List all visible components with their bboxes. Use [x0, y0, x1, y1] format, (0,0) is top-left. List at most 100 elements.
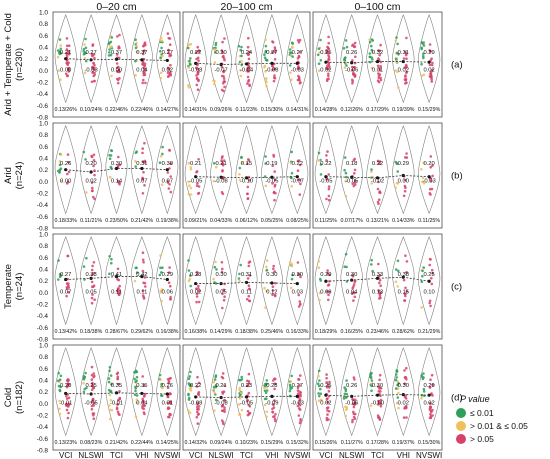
data-point: [239, 263, 242, 267]
data-point: [221, 421, 225, 424]
data-point: [353, 183, 357, 186]
data-point: [167, 48, 171, 52]
data-point: [429, 416, 433, 420]
data-point: [297, 293, 301, 297]
data-point: [212, 277, 215, 281]
violin-outline: [314, 125, 338, 215]
lower-value-label: -0.05: [189, 179, 202, 185]
data-point: [404, 406, 408, 410]
fraction-label: 0.17/28%: [366, 440, 389, 446]
data-point: [223, 85, 226, 89]
upper-value-label: 0.22: [292, 161, 303, 167]
data-point: [271, 379, 275, 382]
data-point: [428, 407, 432, 410]
data-point: [379, 284, 383, 288]
fraction-label: 0.07/17%: [341, 218, 364, 224]
fraction-label: 0.14/31%: [185, 107, 208, 113]
data-point: [265, 259, 269, 263]
data-point: [298, 399, 302, 402]
data-point: [142, 63, 145, 67]
data-point: [160, 394, 163, 397]
data-point: [247, 380, 251, 383]
y-tick-label: 1.0: [39, 343, 48, 350]
data-point: [271, 285, 275, 289]
x-tick-label: NVSWI: [284, 451, 310, 459]
data-point: [325, 51, 329, 54]
data-point: [143, 70, 146, 73]
data-point: [421, 42, 425, 45]
data-point: [189, 166, 193, 169]
y-tick-label: 0.4: [39, 156, 48, 163]
violin-outline: [130, 347, 153, 437]
data-point: [58, 407, 61, 411]
data-point: [265, 268, 269, 272]
violin-outline: [417, 125, 441, 215]
data-point: [141, 375, 144, 378]
data-point: [327, 386, 331, 389]
data-point: [91, 398, 95, 402]
data-point: [271, 410, 274, 414]
data-point: [221, 292, 224, 296]
panel: 0.29 0.09 0.18/29% 0.30 0.04 0.16/25% 0.33 0.13…: [312, 233, 443, 340]
data-point: [296, 386, 300, 390]
median-trend-line: [195, 62, 298, 65]
column-title-20-100cm: 20–100 cm: [221, 1, 273, 13]
data-point: [379, 404, 383, 408]
data-point: [187, 66, 190, 69]
data-point: [90, 301, 94, 305]
data-point: [297, 41, 301, 44]
data-point: [91, 285, 94, 289]
lower-value-label: 0.05: [215, 290, 226, 296]
data-point: [141, 52, 145, 56]
data-point: [187, 269, 191, 272]
data-point: [344, 179, 348, 183]
data-point: [404, 375, 407, 379]
violin-outline: [392, 125, 415, 215]
fraction-label: 0.28/62%: [392, 329, 415, 335]
data-point: [143, 141, 146, 145]
data-point: [290, 171, 294, 175]
fraction-label: 0.19/39%: [392, 107, 415, 113]
data-point: [220, 270, 224, 274]
data-point: [345, 392, 349, 396]
data-point: [222, 390, 226, 394]
data-point: [197, 300, 201, 304]
data-point: [92, 53, 96, 56]
data-point: [353, 401, 357, 404]
y-tick-label: -0.6: [37, 214, 49, 221]
data-point: [58, 168, 62, 172]
data-point: [187, 259, 190, 262]
data-point: [327, 77, 330, 81]
data-point: [404, 294, 407, 298]
lower-value-label: 0.02: [85, 179, 96, 185]
data-point: [428, 263, 432, 267]
legend-marker-yellow: [456, 421, 466, 431]
fraction-label: 0.23/50%: [105, 218, 128, 224]
median-marker: [270, 61, 274, 65]
data-point: [142, 78, 145, 82]
data-point: [297, 74, 300, 78]
data-point: [429, 179, 433, 183]
data-point: [220, 162, 224, 165]
fraction-label: 0.09/26%: [210, 107, 233, 113]
data-point: [379, 65, 383, 68]
data-point: [57, 384, 61, 388]
median-marker: [140, 274, 144, 279]
data-point: [221, 170, 224, 173]
data-point: [344, 194, 348, 198]
data-point: [196, 182, 199, 185]
data-point: [115, 66, 119, 70]
data-point: [247, 264, 251, 268]
data-point: [353, 403, 356, 407]
data-point: [291, 55, 294, 58]
lower-value-label: 0.07: [60, 290, 71, 296]
data-point: [195, 184, 199, 188]
data-point: [428, 43, 432, 46]
fraction-label: 0.09/24%: [210, 440, 233, 446]
data-point: [264, 162, 267, 165]
data-point: [296, 57, 300, 60]
data-point: [371, 39, 375, 42]
data-point: [379, 43, 382, 47]
upper-value-label: 0.35: [111, 383, 122, 389]
median-marker: [295, 175, 299, 179]
